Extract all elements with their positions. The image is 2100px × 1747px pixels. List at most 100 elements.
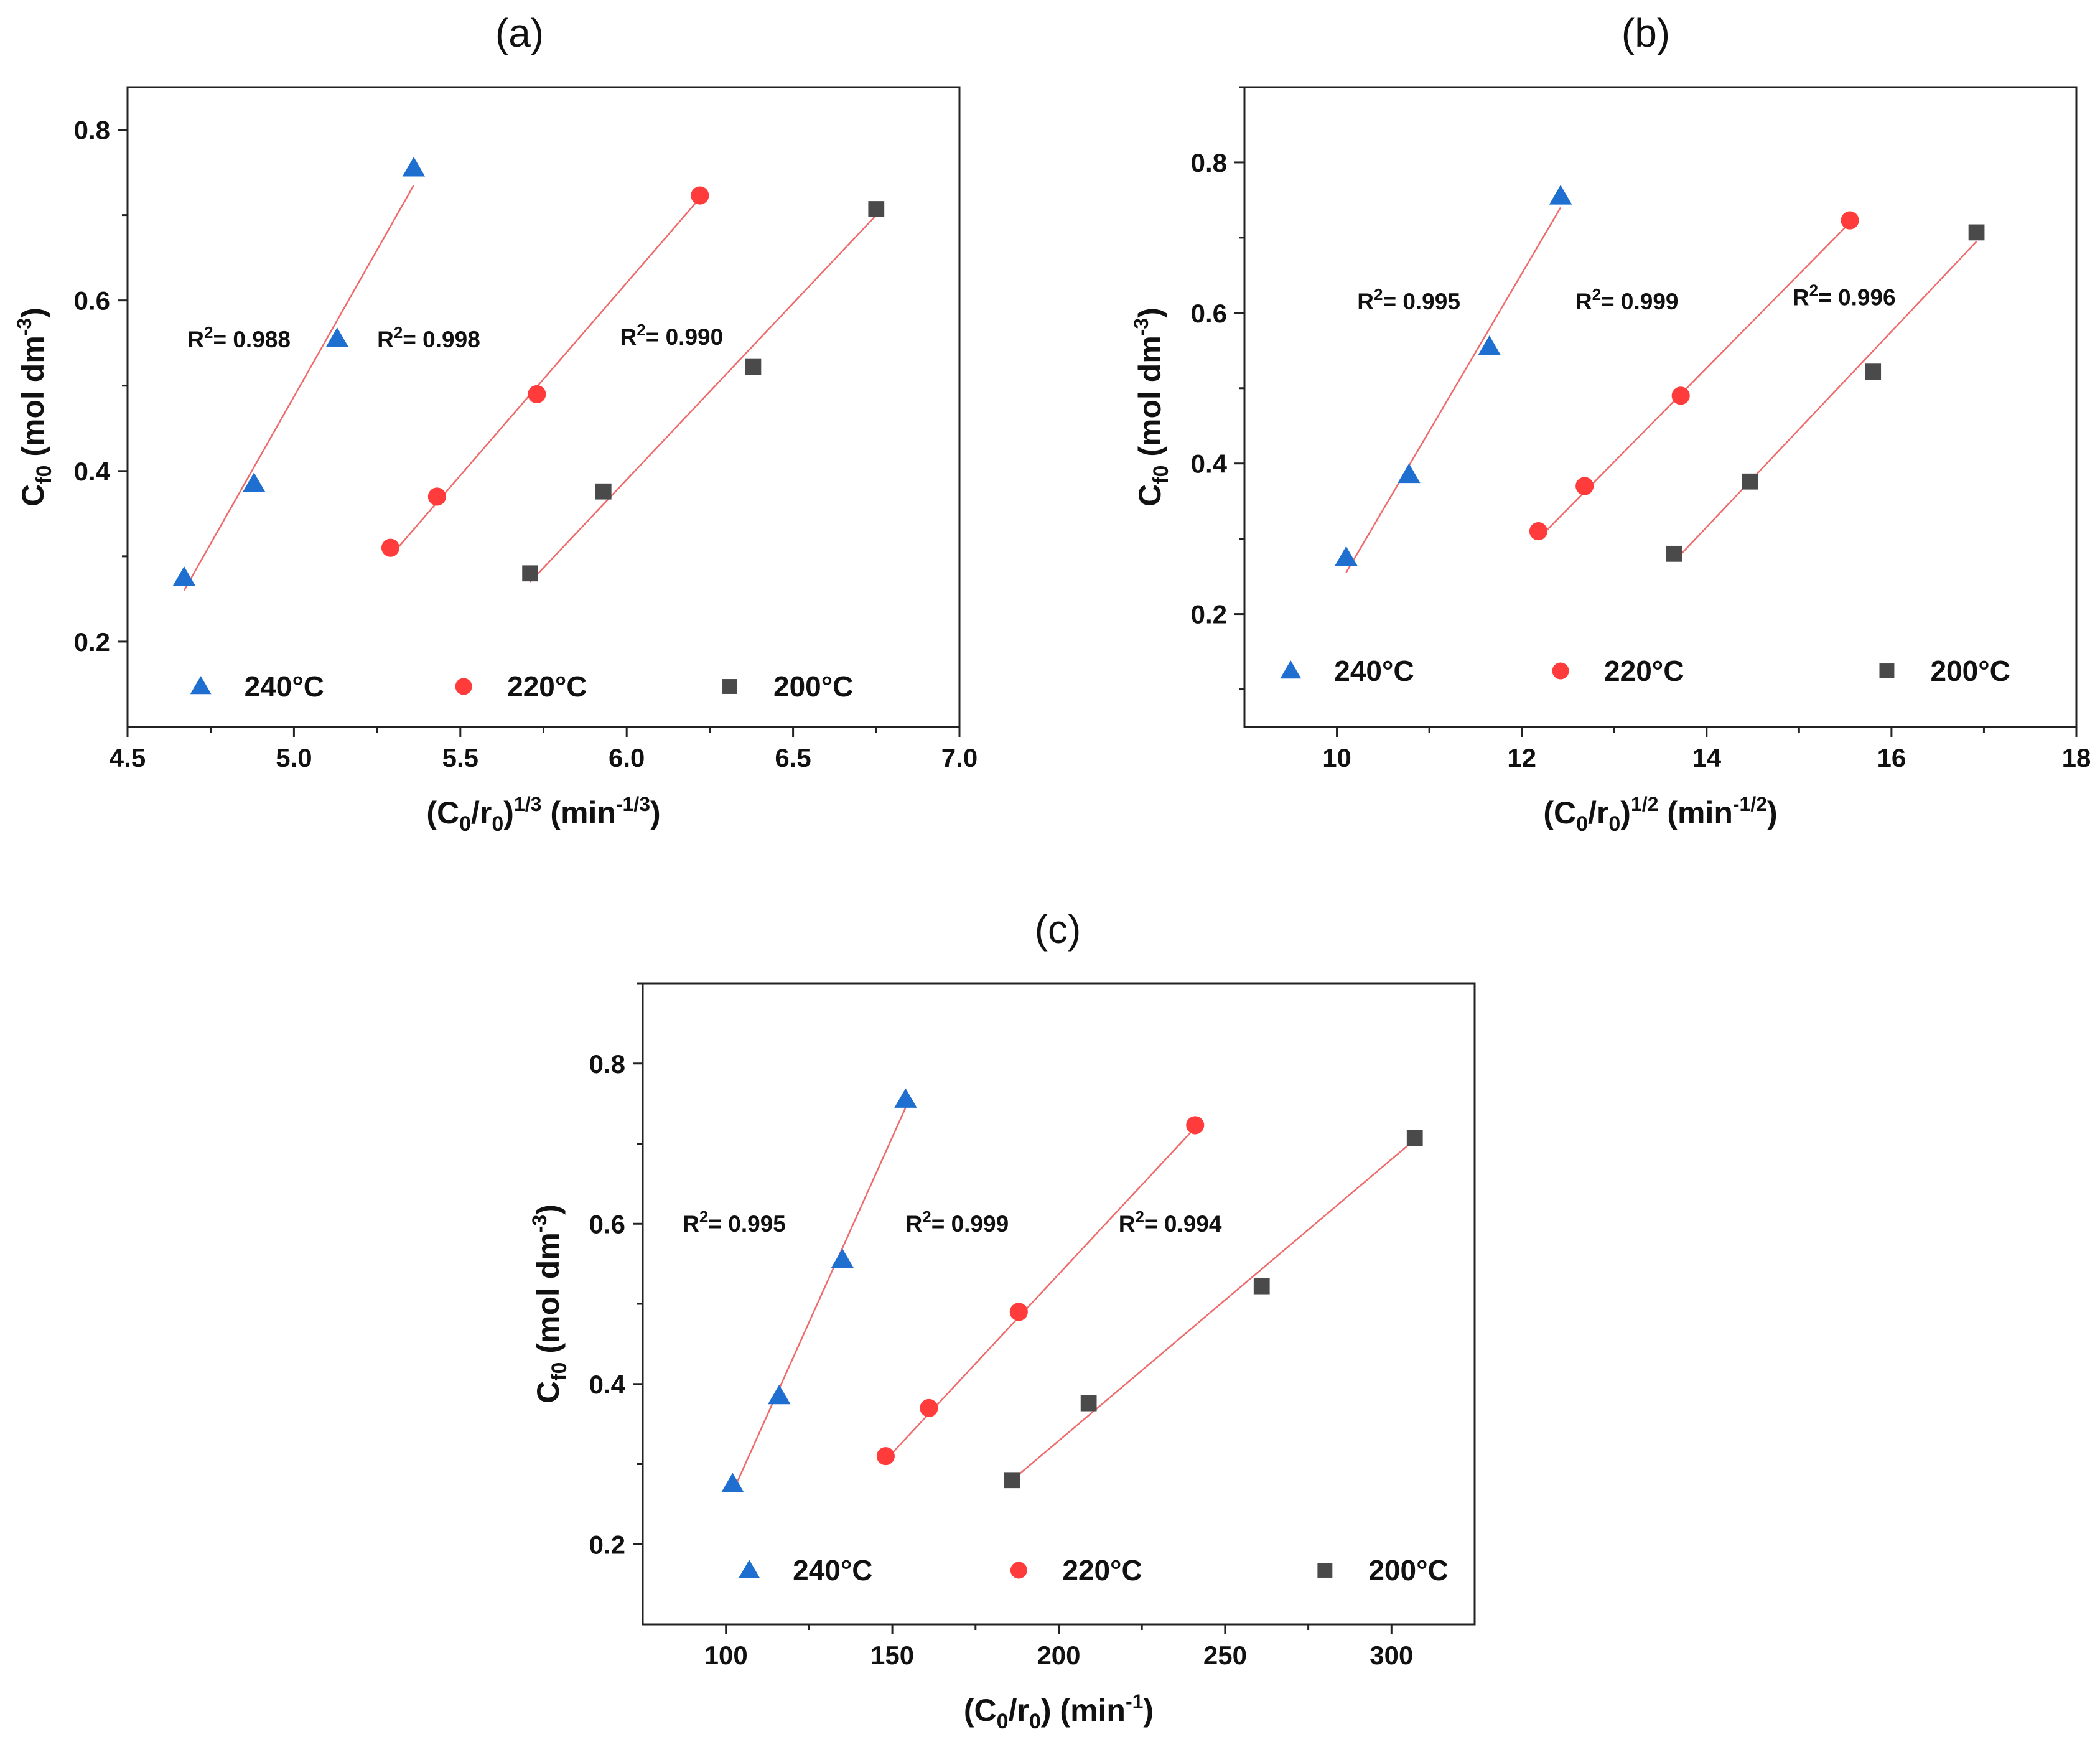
data-point-circle bbox=[1529, 522, 1547, 541]
r2-annotation: R2= 0.988 bbox=[187, 323, 291, 352]
data-point-circle bbox=[876, 1447, 895, 1466]
data-point-circle bbox=[691, 186, 709, 205]
fit-line bbox=[530, 214, 877, 583]
panel-title: (c) bbox=[1035, 907, 1081, 952]
legend: 240°C 220°C 200°C bbox=[1280, 655, 2010, 687]
series-240c bbox=[721, 1088, 917, 1493]
r2-annotation: R2= 0.995 bbox=[1357, 285, 1460, 314]
legend: 240°C 220°C 200°C bbox=[190, 670, 853, 703]
r2-annotation: R2= 0.999 bbox=[1575, 285, 1679, 314]
x-tick-label: 18 bbox=[2062, 743, 2091, 772]
data-point-triangle bbox=[172, 566, 196, 586]
legend-marker-square bbox=[1317, 1563, 1333, 1578]
y-tick-label: 0.4 bbox=[589, 1370, 626, 1399]
legend-label: 220°C bbox=[1062, 1554, 1142, 1586]
legend: 240°C 220°C 200°C bbox=[739, 1554, 1449, 1586]
y-axis-label: Cf0 (mol dm-3) bbox=[13, 307, 56, 507]
r2-annotation: R2= 0.994 bbox=[1119, 1207, 1222, 1237]
data-point-triangle bbox=[1335, 546, 1358, 566]
series-220c bbox=[381, 186, 709, 557]
fit-line bbox=[1011, 1139, 1416, 1481]
legend-marker-circle bbox=[455, 678, 472, 695]
series-200c bbox=[1004, 1130, 1423, 1489]
x-axis-label: (C0/r0)1/3 (min-1/3) bbox=[426, 793, 660, 836]
x-tick-label: 100 bbox=[704, 1641, 748, 1670]
fit-line bbox=[183, 185, 415, 591]
data-point-circle bbox=[427, 487, 446, 506]
data-point-triangle bbox=[402, 156, 426, 177]
data-point-circle bbox=[920, 1398, 938, 1417]
data-point-square bbox=[522, 565, 538, 582]
y-axis-label-main: C bbox=[1132, 484, 1167, 507]
x-tick-label: 14 bbox=[1692, 743, 1721, 772]
y-tick-label: 0.6 bbox=[1191, 299, 1227, 328]
y-tick-label: 0.8 bbox=[74, 116, 110, 145]
data-point-triangle bbox=[831, 1248, 854, 1268]
r2-annotation: R2= 0.990 bbox=[620, 321, 724, 350]
panel-a: (a) 4.5 5.0 5.5 6.0 6.5 7.0 0.2 0.4 0.6 0.8 Cf0 (mo… bbox=[13, 11, 978, 836]
x-axis-label: (C0/r0) (min-1) bbox=[964, 1690, 1154, 1733]
x-tick-label: 6.0 bbox=[609, 743, 645, 772]
data-point-square bbox=[1865, 363, 1882, 380]
r2-annotation: R2= 0.998 bbox=[377, 323, 480, 352]
legend-label: 200°C bbox=[1930, 655, 2010, 687]
panel-b: (b) 10 12 14 16 18 0.2 0.4 0.6 0.8 Cf0 (mol dm-3) (… bbox=[1130, 11, 2091, 836]
x-tick-label: 5.0 bbox=[276, 743, 312, 772]
legend-marker-circle bbox=[1010, 1562, 1027, 1579]
r2-annotation: R2= 0.995 bbox=[683, 1207, 786, 1237]
data-point-square bbox=[745, 358, 762, 375]
series-220c bbox=[1529, 211, 1859, 541]
legend-marker-square bbox=[722, 679, 737, 694]
y-tick-label: 0.2 bbox=[74, 627, 110, 657]
r2-annotation: R2= 0.996 bbox=[1793, 281, 1896, 311]
y-tick-label: 0.2 bbox=[589, 1530, 625, 1559]
data-point-circle bbox=[528, 385, 546, 403]
data-point-square bbox=[1742, 473, 1758, 490]
series-240c bbox=[1335, 185, 1572, 573]
plot-frame bbox=[642, 982, 1476, 1626]
data-point-square bbox=[595, 483, 612, 500]
x-tick-label: 250 bbox=[1203, 1641, 1247, 1670]
data-point-circle bbox=[1575, 477, 1594, 495]
legend-label: 240°C bbox=[1334, 655, 1414, 687]
data-point-square bbox=[1968, 224, 1985, 241]
x-tick-label: 16 bbox=[1877, 743, 1906, 772]
y-tick-label: 0.2 bbox=[1191, 600, 1227, 629]
x-tick-label: 4.5 bbox=[110, 743, 146, 772]
legend-label: 220°C bbox=[1604, 655, 1684, 687]
panel-title: (a) bbox=[495, 11, 544, 55]
legend-marker-square bbox=[1879, 663, 1895, 678]
x-tick-label: 5.5 bbox=[442, 743, 478, 772]
legend-label: 240°C bbox=[245, 670, 324, 703]
series-200c bbox=[1666, 224, 1985, 562]
y-tick-label: 0.8 bbox=[589, 1049, 625, 1079]
y-axis-label-main: C bbox=[531, 1381, 566, 1403]
legend-label: 200°C bbox=[1368, 1554, 1448, 1586]
data-point-triangle bbox=[325, 327, 349, 347]
plot-frame bbox=[126, 86, 961, 728]
data-point-triangle bbox=[1398, 463, 1421, 484]
panel-c: (c) 100 150 200 250 300 0.2 0.4 0.6 0.8 Cf0 (mol d… bbox=[528, 907, 1476, 1733]
data-point-triangle bbox=[1478, 335, 1501, 355]
legend-marker-triangle bbox=[1280, 660, 1302, 679]
x-tick-label: 150 bbox=[870, 1641, 914, 1670]
data-point-square bbox=[1253, 1278, 1270, 1295]
x-tick-label: 6.5 bbox=[775, 743, 811, 772]
data-point-circle bbox=[1186, 1116, 1205, 1135]
data-point-triangle bbox=[721, 1473, 744, 1492]
fit-line bbox=[1345, 207, 1562, 573]
x-tick-label: 7.0 bbox=[941, 743, 978, 772]
data-point-square bbox=[1004, 1472, 1020, 1489]
series-220c bbox=[876, 1116, 1205, 1466]
x-tick-label: 10 bbox=[1322, 743, 1351, 772]
data-point-triangle bbox=[242, 472, 266, 492]
data-point-circle bbox=[1841, 211, 1859, 230]
y-axis-label: Cf0 (mol dm-3) bbox=[528, 1204, 571, 1403]
data-point-circle bbox=[1009, 1303, 1028, 1321]
series-240c bbox=[172, 156, 426, 591]
data-point-circle bbox=[1671, 386, 1690, 405]
data-point-square bbox=[868, 201, 885, 217]
fit-line bbox=[732, 1107, 907, 1493]
x-tick-label: 300 bbox=[1370, 1641, 1413, 1670]
x-tick-label: 200 bbox=[1037, 1641, 1080, 1670]
